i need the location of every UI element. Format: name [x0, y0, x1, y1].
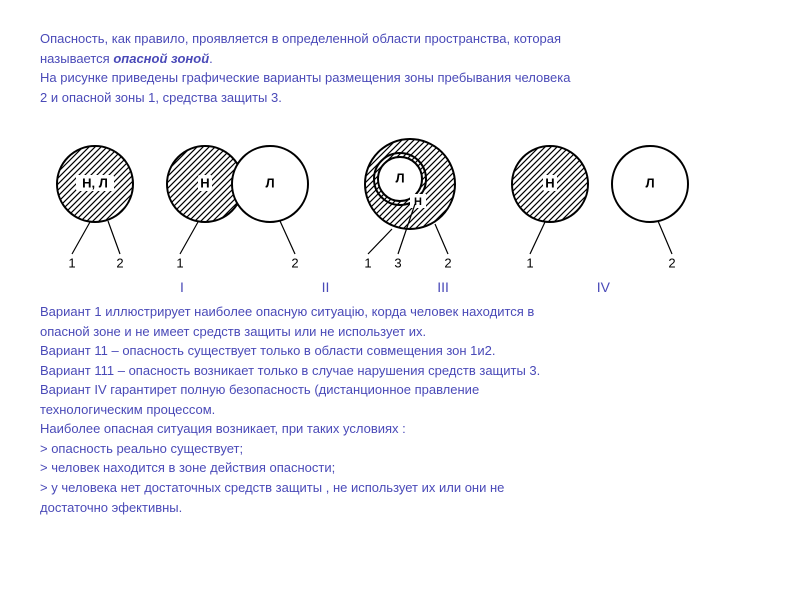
body-p5: Вариант IV гарантирет полную безопасност… — [40, 381, 760, 399]
intro-line-2a: называется — [40, 51, 113, 66]
roman-2: II — [322, 278, 330, 297]
svg-text:2: 2 — [444, 256, 451, 271]
svg-text:Л: Л — [265, 176, 274, 191]
body-p11: достаточно эфективны. — [40, 499, 760, 517]
svg-text:3: 3 — [394, 256, 401, 271]
intro-line-4: 2 и опасной зоны 1, средства защиты 3. — [40, 89, 760, 107]
svg-text:Н: Н — [414, 196, 422, 208]
svg-text:2: 2 — [291, 256, 298, 271]
svg-text:Л: Л — [645, 176, 654, 191]
svg-text:1: 1 — [68, 256, 75, 271]
body-p2: опасной зоне и не имеет средств защиты и… — [40, 323, 760, 341]
body-p7: Наиболее опасная ситуация возникает, при… — [40, 420, 760, 438]
svg-text:2: 2 — [668, 256, 675, 271]
svg-text:Н: Н — [545, 176, 554, 191]
body-block: Вариант 1 иллюстрирует наиболее опасную … — [40, 303, 760, 516]
svg-text:Н, Л: Н, Л — [82, 176, 108, 191]
roman-1: I — [180, 278, 184, 297]
roman-4: IV — [597, 278, 610, 297]
svg-text:1: 1 — [176, 256, 183, 271]
intro-line-2c: . — [209, 51, 213, 66]
intro-line-2: называется опасной зоной. — [40, 50, 760, 68]
svg-text:1: 1 — [526, 256, 533, 271]
body-p6: технологическим процессом. — [40, 401, 760, 419]
term-danger-zone: опасной зоной — [113, 51, 209, 66]
svg-text:Н: Н — [200, 176, 209, 191]
body-p1: Вариант 1 иллюстрирует наиболее опасную … — [40, 303, 760, 321]
roman-numerals-row: I II III IV — [40, 278, 760, 297]
body-p3: Вариант 11 – опасность существует только… — [40, 342, 760, 360]
body-p10: > у человека нет достаточных средств защ… — [40, 479, 760, 497]
intro-line-1: Опасность, как правило, проявляется в оп… — [40, 30, 760, 48]
body-p8: > опасность реально существует; — [40, 440, 760, 458]
body-p9: > человек находится в зоне действия опас… — [40, 459, 760, 477]
body-p4: Вариант 111 – опасность возникает только… — [40, 362, 760, 380]
svg-text:2: 2 — [116, 256, 123, 271]
zones-diagram: Н, Л12НЛ12ЛН312НЛ12 — [40, 124, 760, 274]
svg-text:Л: Л — [395, 171, 404, 186]
svg-text:1: 1 — [364, 256, 371, 271]
intro-line-3: На рисунке приведены графические вариант… — [40, 69, 760, 87]
intro-block: Опасность, как правило, проявляется в оп… — [40, 30, 760, 106]
diagram-container: Н, Л12НЛ12ЛН312НЛ12 — [40, 124, 760, 274]
roman-3: III — [437, 278, 449, 297]
